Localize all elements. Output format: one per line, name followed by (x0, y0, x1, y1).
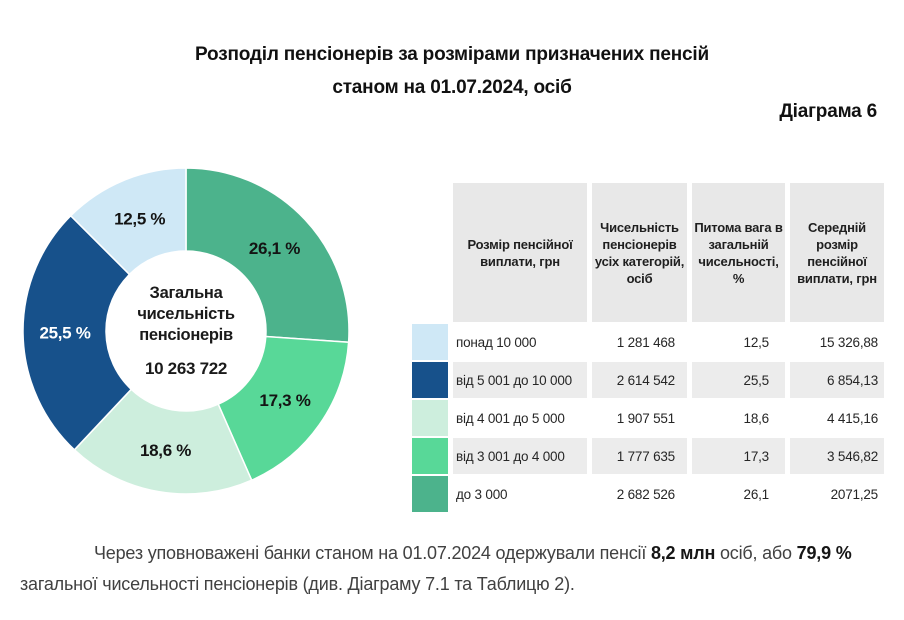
table-row-0-average: 15 326,88 (790, 324, 884, 360)
donut-center-text: Загальна чисельність пенсіонерів 10 263 … (124, 283, 248, 379)
chart-title-line1: Розподіл пенсіонерів за розмірами призна… (195, 44, 709, 65)
table-row-4-share: 26,1 (692, 476, 785, 512)
table-row-2-share: 18,6 (692, 400, 785, 436)
table-row-1-count: 2 614 542 (592, 362, 687, 398)
table-row-1-average: 6 854,13 (790, 362, 884, 398)
table-row-0-share: 12,5 (692, 324, 785, 360)
donut-center-value: 10 263 722 (144, 359, 228, 378)
donut-segment-3 (22, 214, 133, 451)
legend-swatch-1 (412, 362, 448, 398)
table-row-3-count: 1 777 635 (592, 438, 687, 474)
table-row-2-count: 1 907 551 (592, 400, 687, 436)
table-row-0-range: понад 10 000 (453, 324, 587, 360)
table-row-0-count: 1 281 468 (592, 324, 687, 360)
donut-segment-label-3: 25,5 % (39, 323, 90, 342)
donut-center-label: Загальна чисельність пенсіонерів (137, 284, 235, 344)
table-row-3-swatch-cell (412, 438, 448, 474)
table-row-2-average: 4 415,16 (790, 400, 884, 436)
donut-segment-label-1: 17,3 % (259, 391, 310, 410)
table-row-4-average: 2071,25 (790, 476, 884, 512)
donut-segment-label-4: 12,5 % (114, 210, 165, 229)
table-row-1-swatch-cell (412, 362, 448, 398)
legend-swatch-2 (412, 400, 448, 436)
footer-note: Через уповноважені банки станом на 01.07… (20, 538, 882, 600)
table-row-1-share: 25,5 (692, 362, 785, 398)
footer-text-start: Через уповноважені банки станом на 01.07… (94, 543, 651, 563)
table-header-swatch-spacer (412, 183, 448, 322)
table-header-share: Питома вага в загальній чисельності, % (692, 183, 785, 322)
footer-text-end: загальної чисельності пенсіонерів (див. … (20, 574, 575, 594)
table-header-pensioner-count: Чисельність пенсіонерів усіх категорій, … (592, 183, 687, 322)
donut-chart-svg: 26,1 % 17,3 % 18,6 % 25,5 % 12,5 % (22, 167, 350, 495)
diagram-number-label: Діаграма 6 (779, 101, 877, 122)
footer-text-mid: осіб, або (715, 543, 797, 563)
donut-segment-label-0: 26,1 % (249, 239, 300, 258)
table-header-average-size: Середній розмір пенсійної виплати, грн (790, 183, 884, 322)
donut-segment-label-2: 18,6 % (140, 441, 191, 460)
donut-segment-2 (73, 388, 253, 495)
donut-chart: 26,1 % 17,3 % 18,6 % 25,5 % 12,5 % Загальна … (20, 165, 352, 497)
table-row-4-swatch-cell (412, 476, 448, 512)
table-row-4-count: 2 682 526 (592, 476, 687, 512)
table-row-4-range: до 3 000 (453, 476, 587, 512)
donut-segment-4 (69, 167, 187, 276)
footer-bold-millions: 8,2 млн (650, 543, 716, 563)
table-row-1-range: від 5 001 до 10 000 (453, 362, 587, 398)
table-row-2-swatch-cell (412, 400, 448, 436)
chart-title-line2: станом на 01.07.2024, осіб (332, 77, 572, 98)
legend-swatch-4 (412, 476, 448, 512)
pension-table: Розмір пенсійної виплати, грн Чисельніст… (412, 183, 884, 512)
table-row-3-average: 3 546,82 (790, 438, 884, 474)
table-row-2-range: від 4 001 до 5 000 (453, 400, 587, 436)
footer-bold-percent: 79,9 % (796, 543, 852, 563)
legend-swatch-3 (412, 438, 448, 474)
donut-segment-0 (185, 167, 350, 344)
table-row-0-swatch-cell (412, 324, 448, 360)
table-row-3-share: 17,3 (692, 438, 785, 474)
donut-segment-1 (217, 335, 350, 482)
legend-swatch-0 (412, 324, 448, 360)
table-header-payment-size: Розмір пенсійної виплати, грн (453, 183, 587, 322)
table-row-3-range: від 3 001 до 4 000 (453, 438, 587, 474)
chart-title: Розподіл пенсіонерів за розмірами призна… (92, 38, 812, 104)
